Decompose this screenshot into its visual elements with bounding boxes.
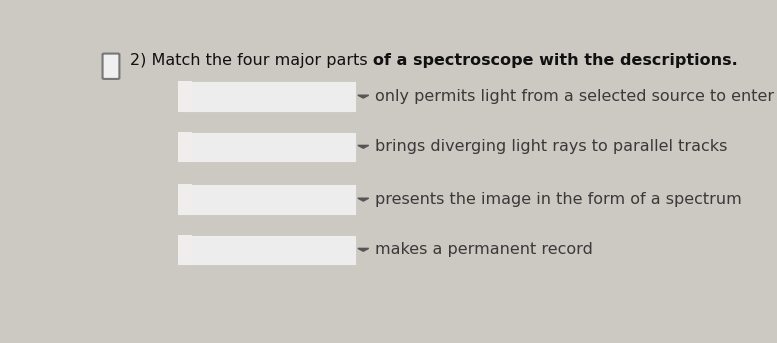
Text: 2) Match the four major parts: 2) Match the four major parts [131, 53, 373, 68]
Text: makes a permanent record: makes a permanent record [375, 242, 593, 257]
FancyBboxPatch shape [103, 54, 120, 79]
Polygon shape [358, 95, 369, 98]
Bar [179, 235, 192, 265]
FancyBboxPatch shape [179, 185, 356, 215]
Bar [179, 185, 192, 215]
Polygon shape [358, 248, 369, 251]
Text: only permits light from a selected source to enter: only permits light from a selected sourc… [375, 89, 774, 104]
FancyBboxPatch shape [179, 81, 356, 112]
Polygon shape [358, 198, 369, 201]
FancyBboxPatch shape [179, 132, 356, 162]
Polygon shape [358, 145, 369, 148]
FancyBboxPatch shape [179, 235, 356, 265]
Text: presents the image in the form of a spectrum: presents the image in the form of a spec… [375, 192, 741, 207]
Bar [179, 132, 192, 162]
Bar [179, 81, 192, 112]
Text: of a spectroscope with the descriptions.: of a spectroscope with the descriptions. [373, 53, 737, 68]
Text: brings diverging light rays to parallel tracks: brings diverging light rays to parallel … [375, 139, 727, 154]
